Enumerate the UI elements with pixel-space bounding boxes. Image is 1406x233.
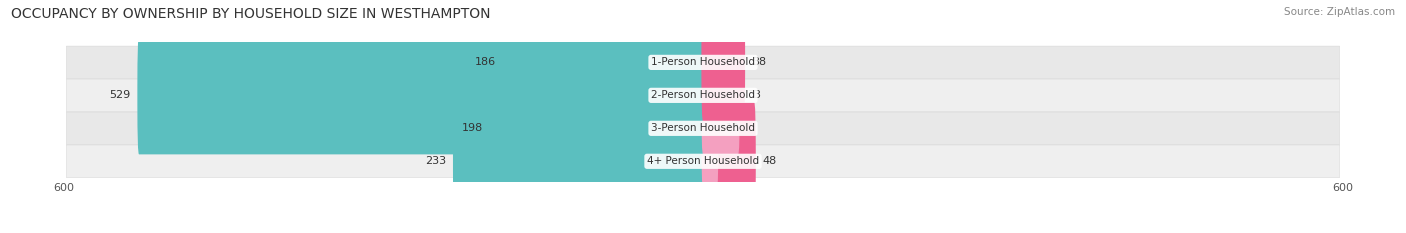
Text: 38: 38 [752, 57, 766, 67]
FancyBboxPatch shape [702, 36, 740, 154]
FancyBboxPatch shape [702, 102, 756, 220]
FancyBboxPatch shape [138, 36, 704, 154]
Text: 2-Person Household: 2-Person Household [651, 90, 755, 100]
Text: 198: 198 [463, 123, 484, 133]
Text: 186: 186 [475, 57, 496, 67]
FancyBboxPatch shape [66, 79, 1340, 112]
Text: 4+ Person Household: 4+ Person Household [647, 156, 759, 166]
Text: 33: 33 [747, 90, 761, 100]
FancyBboxPatch shape [491, 69, 704, 187]
Text: OCCUPANCY BY OWNERSHIP BY HOUSEHOLD SIZE IN WESTHAMPTON: OCCUPANCY BY OWNERSHIP BY HOUSEHOLD SIZE… [11, 7, 491, 21]
Text: 13: 13 [725, 123, 740, 133]
FancyBboxPatch shape [702, 69, 718, 187]
Text: 48: 48 [762, 156, 778, 166]
FancyBboxPatch shape [702, 3, 745, 121]
Text: 529: 529 [110, 90, 131, 100]
Text: Source: ZipAtlas.com: Source: ZipAtlas.com [1284, 7, 1395, 17]
FancyBboxPatch shape [66, 46, 1340, 79]
FancyBboxPatch shape [66, 112, 1340, 145]
Text: 233: 233 [425, 156, 446, 166]
FancyBboxPatch shape [453, 102, 704, 220]
FancyBboxPatch shape [66, 145, 1340, 178]
FancyBboxPatch shape [503, 3, 704, 121]
Text: 1-Person Household: 1-Person Household [651, 57, 755, 67]
Text: 3-Person Household: 3-Person Household [651, 123, 755, 133]
